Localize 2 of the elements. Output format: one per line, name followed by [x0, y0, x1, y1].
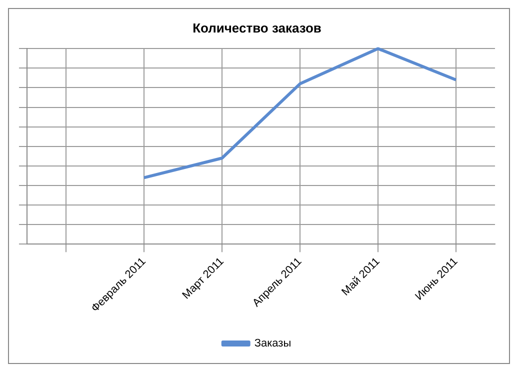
- chart-title: Количество заказов: [192, 20, 322, 36]
- legend-label: Заказы: [254, 338, 292, 350]
